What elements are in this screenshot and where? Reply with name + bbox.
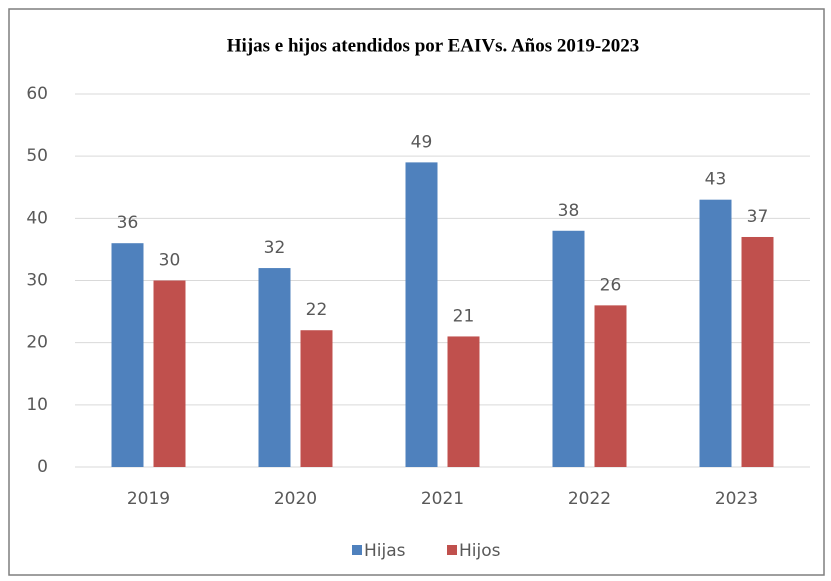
bar — [699, 199, 732, 467]
data-label: 43 — [705, 170, 727, 190]
y-tick-label: 30 — [26, 271, 48, 291]
y-tick-label: 60 — [26, 84, 48, 104]
data-label: 22 — [306, 300, 328, 320]
bar — [552, 230, 585, 467]
x-tick-label: 2022 — [568, 489, 611, 509]
y-tick-label: 20 — [26, 333, 48, 353]
x-tick-label: 2023 — [715, 489, 758, 509]
data-label: 38 — [558, 201, 580, 221]
y-tick-label: 10 — [26, 395, 48, 415]
legend-swatch — [447, 545, 457, 555]
legend-label: Hijos — [459, 541, 501, 561]
x-tick-label: 2021 — [421, 489, 464, 509]
bar — [741, 236, 774, 467]
bar — [594, 305, 627, 467]
legend-label: Hijas — [364, 541, 406, 561]
y-tick-label: 0 — [37, 457, 48, 477]
x-tick-label: 2019 — [127, 489, 170, 509]
data-label: 32 — [264, 238, 286, 258]
x-tick-label: 2020 — [274, 489, 317, 509]
data-label: 30 — [159, 251, 181, 271]
y-tick-label: 40 — [26, 208, 48, 228]
bar — [153, 280, 186, 467]
legend-swatch — [352, 545, 362, 555]
data-label: 49 — [411, 132, 433, 152]
data-label: 37 — [747, 207, 769, 227]
bar — [258, 268, 291, 467]
bar — [300, 330, 333, 467]
data-label: 26 — [600, 275, 622, 295]
data-label: 21 — [453, 306, 475, 326]
bar — [111, 243, 144, 467]
bar — [405, 162, 438, 467]
chart-title: Hijas e hijos atendidos por EAIVs. Años … — [227, 35, 639, 56]
data-label: 36 — [117, 213, 139, 233]
y-tick-label: 50 — [26, 146, 48, 166]
bar — [447, 336, 480, 467]
